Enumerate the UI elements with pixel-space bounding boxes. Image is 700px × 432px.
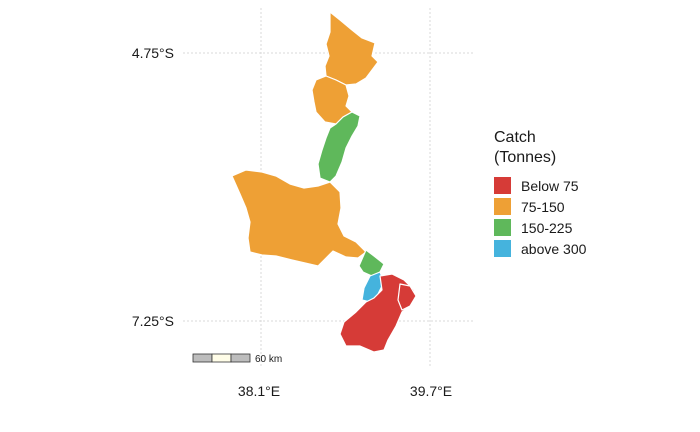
scale-bar-seg-1 <box>192 353 213 363</box>
legend-item-150-225: 150-225 <box>494 217 694 238</box>
legend-label-above-300: above 300 <box>521 240 587 257</box>
scale-bar-seg-3 <box>230 353 251 363</box>
region-west-75-150 <box>231 169 367 267</box>
legend-swatch-below-75 <box>494 177 511 194</box>
legend-label-below-75: Below 75 <box>521 177 579 194</box>
legend-item-75-150: 75-150 <box>494 196 694 217</box>
legend-swatch-75-150 <box>494 198 511 215</box>
legend-swatch-150-225 <box>494 219 511 236</box>
legend-label-150-225: 150-225 <box>521 219 573 236</box>
legend: Catch (Tonnes) Below 75 75-150 150-225 a… <box>494 128 694 259</box>
region-east-below-75 <box>397 283 417 311</box>
legend-title-line1: Catch <box>494 129 536 146</box>
legend-label-75-150: 75-150 <box>521 198 565 215</box>
scale-bar-label: 60 km <box>255 354 282 365</box>
legend-title: Catch (Tonnes) <box>494 128 694 168</box>
lon-label-38-1: 38.1°E <box>238 383 280 399</box>
scale-bar: 60 km <box>192 353 282 365</box>
legend-title-line2: (Tonnes) <box>494 149 557 166</box>
legend-swatch-above-300 <box>494 240 511 257</box>
legend-item-below-75: Below 75 <box>494 175 694 196</box>
lon-label-39-7: 39.7°E <box>410 383 452 399</box>
legend-item-above-300: above 300 <box>494 238 694 259</box>
region-north-75-150 <box>324 11 379 86</box>
lat-label-7-25: 7.25°S <box>132 313 174 329</box>
region-north-150-225 <box>317 111 361 183</box>
lat-label-4-75: 4.75°S <box>132 45 174 61</box>
scale-bar-seg-2 <box>211 353 232 363</box>
region-south-below-75 <box>339 273 415 353</box>
